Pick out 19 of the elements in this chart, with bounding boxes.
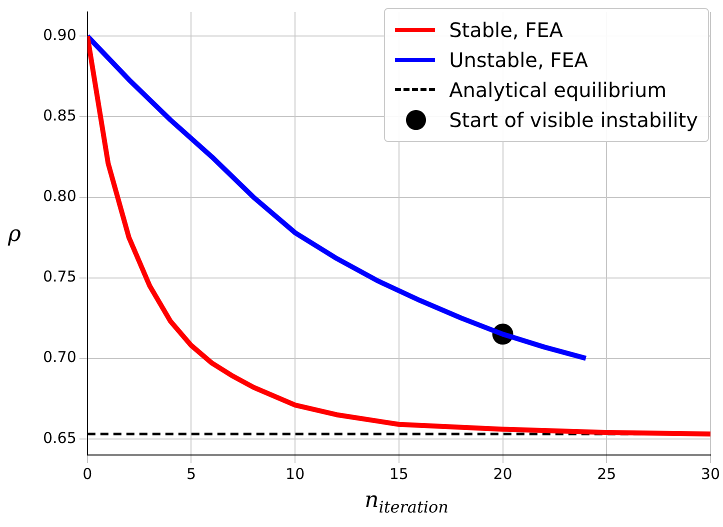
legend-label: Unstable, FEA xyxy=(449,48,588,72)
y-tick-label: 0.75 xyxy=(42,268,76,286)
legend-label: Stable, FEA xyxy=(449,18,563,42)
x-tick-label: 25 xyxy=(597,464,616,483)
x-tick-label: 5 xyxy=(186,464,196,483)
x-tick-label: 15 xyxy=(389,464,408,483)
y-tick-label: 0.85 xyxy=(42,106,76,125)
y-tick-label: 0.90 xyxy=(42,26,76,44)
x-tick-label: 30 xyxy=(700,464,720,483)
x-tick-label: 20 xyxy=(493,464,512,483)
y-axis-title: ρ xyxy=(8,222,21,247)
x-axis-title: n$_{iteration}$ xyxy=(364,488,450,516)
y-tick-label: 0.65 xyxy=(42,428,76,447)
legend-label: Start of visible instability xyxy=(449,108,698,132)
x-tick-label: 10 xyxy=(286,464,305,483)
legend-label: Analytical equilibrium xyxy=(449,78,667,102)
x-tick-label: 0 xyxy=(82,464,92,483)
y-tick-label: 0.80 xyxy=(42,187,76,206)
y-tick-label: 0.70 xyxy=(42,348,76,366)
